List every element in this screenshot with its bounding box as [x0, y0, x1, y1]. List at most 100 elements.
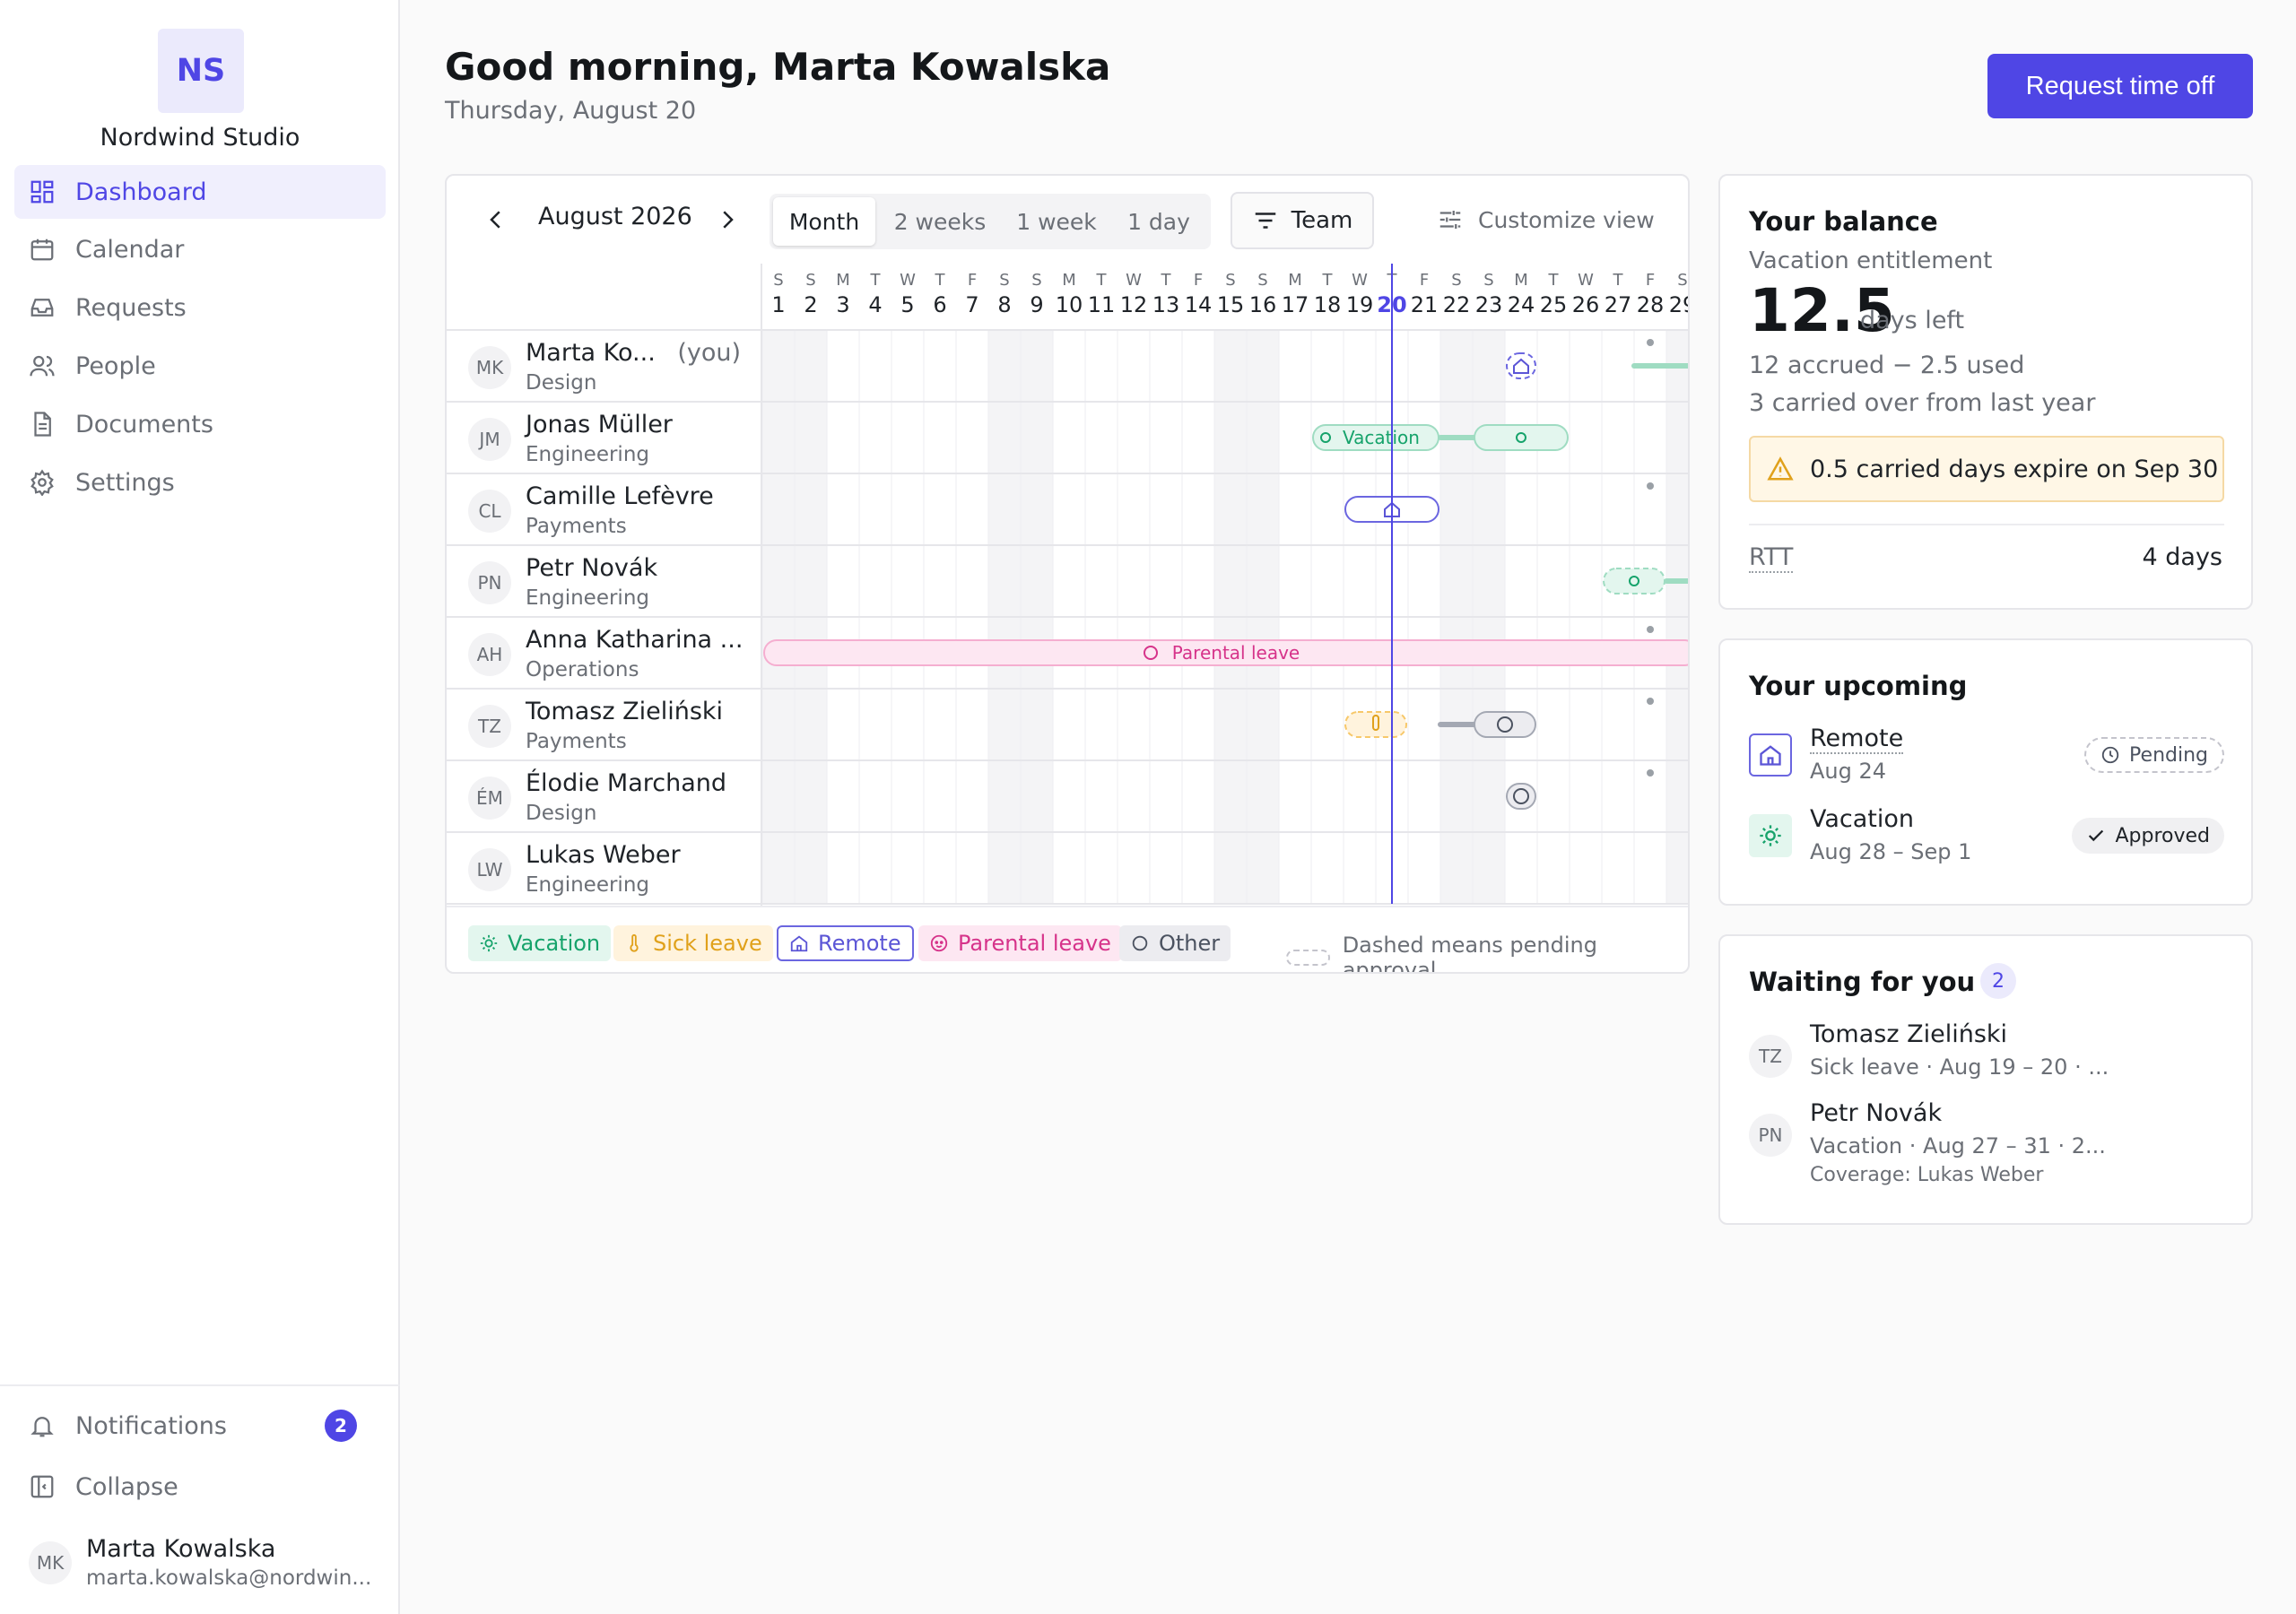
sidebar-item-documents[interactable]: Documents — [14, 397, 386, 451]
balance-card: Your balance Vacation entitlement 12.5 d… — [1718, 174, 2253, 610]
avatar: MK — [29, 1540, 72, 1584]
customize-view-label: Customize view — [1478, 206, 1655, 233]
day-number: 28 — [1637, 292, 1665, 317]
approval-item[interactable]: TZ Tomasz Zieliński Sick leave · Aug 19 … — [1749, 1020, 2224, 1092]
user-profile[interactable]: MK Marta Kowalska marta.kowalska@nordwin… — [29, 1535, 371, 1590]
day-number: 29 — [1669, 292, 1690, 317]
person-team: Design — [526, 371, 597, 395]
indicator-dot — [1647, 698, 1654, 705]
chevron-right-icon[interactable] — [714, 206, 741, 233]
person-name: Anna Katharina ... — [526, 626, 744, 654]
sidebar-item-label: Dashboard — [75, 178, 207, 206]
weekday-label: M — [836, 271, 850, 290]
team-filter-label: Team — [1291, 207, 1353, 234]
view-switcher: Month 2 weeks 1 week 1 day — [770, 194, 1211, 249]
avatar: TZ — [468, 705, 511, 748]
approval-item[interactable]: PN Petr Novák Vacation · Aug 27 – 31 · 2… — [1749, 1099, 2224, 1198]
bell-icon — [30, 1417, 54, 1437]
view-1-day[interactable]: 1 day — [1127, 208, 1190, 235]
thermometer-icon — [1372, 715, 1379, 731]
person-row[interactable]: ÉM Élodie Marchand Design — [447, 760, 762, 832]
person-row[interactable]: LW Lukas Weber Engineering — [447, 832, 762, 904]
request-time-off-button[interactable]: Request time off — [1987, 54, 2253, 118]
people-icon — [30, 355, 55, 377]
weekday-label: T — [1096, 271, 1108, 290]
team-filter-button[interactable]: Team — [1231, 192, 1374, 249]
approval-detail: Vacation · Aug 27 – 31 · 2... — [1810, 1133, 2106, 1158]
page-title: Good morning, Marta Kowalska — [445, 45, 1111, 89]
circle-icon — [1513, 788, 1529, 804]
approval-coverage: Coverage: Lukas Weber — [1810, 1164, 2044, 1186]
event-bar-other — [1506, 783, 1536, 810]
balance-carried: 3 carried over from last year — [1749, 389, 2096, 417]
event-label: Vacation — [1343, 427, 1420, 448]
status-text: Pending — [2129, 743, 2208, 767]
sidebar-item-requests[interactable]: Requests — [14, 281, 386, 334]
avatar: LW — [468, 848, 511, 891]
day-number: 15 — [1217, 292, 1245, 317]
person-row[interactable]: AH Anna Katharina ... Operations — [447, 617, 762, 689]
you-label: (you) — [677, 339, 741, 367]
home-icon — [1384, 501, 1400, 517]
sidebar-item-settings[interactable]: Settings — [14, 456, 386, 509]
sidebar-item-label: Requests — [75, 293, 187, 322]
day-number: 3 — [836, 292, 849, 317]
view-2-weeks[interactable]: 2 weeks — [893, 208, 987, 235]
month-label: August 2026 — [538, 203, 692, 230]
legend-sick-leave: Sick leave — [613, 925, 773, 961]
notifications-badge: 2 — [325, 1410, 357, 1442]
rtt-label[interactable]: RTT — [1749, 543, 1794, 573]
collapse-button[interactable]: Collapse — [14, 1460, 386, 1514]
person-team: Design — [526, 802, 597, 825]
legend-label: Parental leave — [958, 931, 1111, 956]
sidebar-item-people[interactable]: People — [14, 339, 386, 393]
notifications-label: Notifications — [75, 1411, 227, 1440]
day-number: 26 — [1572, 292, 1600, 317]
legend-label: Vacation — [508, 931, 601, 956]
day-number: 1 — [771, 292, 785, 317]
event-bar-other — [1474, 711, 1536, 738]
event-bar-vacation — [1603, 568, 1665, 594]
dashed-sample — [1286, 950, 1330, 966]
warning-text: 0.5 carried days expire on Sep 30 — [1810, 455, 2219, 483]
avatar: AH — [468, 633, 511, 676]
person-row[interactable]: CL Camille Lefèvre Payments — [447, 473, 762, 545]
chevron-left-icon[interactable] — [483, 206, 509, 233]
approval-detail: Sick leave · Aug 19 – 20 · ... — [1810, 1054, 2109, 1080]
weekday-label: S — [1451, 271, 1461, 290]
upcoming-date: Aug 24 — [1810, 759, 1887, 784]
upcoming-item[interactable]: Remote Aug 24 Pending — [1749, 725, 2224, 796]
weekday-label: F — [1194, 271, 1203, 290]
day-number: 18 — [1314, 292, 1342, 317]
person-row[interactable]: JM Jonas Müller Engineering — [447, 402, 762, 473]
sidebar-item-label: People — [75, 351, 156, 380]
sidebar-item-calendar[interactable]: Calendar — [14, 222, 386, 276]
legend-other: Other — [1119, 925, 1231, 961]
filter-icon — [1255, 213, 1275, 229]
weekday-label: S — [1225, 271, 1235, 290]
view-1-week[interactable]: 1 week — [1016, 208, 1097, 235]
vacation-icon-box — [1749, 814, 1792, 857]
notifications-button[interactable]: Notifications 2 — [14, 1399, 386, 1453]
user-email: marta.kowalska@nordwin... — [86, 1566, 372, 1590]
balance-subtitle: Vacation entitlement — [1749, 247, 1993, 274]
weekday-label: F — [968, 271, 977, 290]
avatar: JM — [468, 418, 511, 461]
person-team: Engineering — [526, 873, 649, 897]
person-row[interactable]: PN Petr Novák Engineering — [447, 545, 762, 617]
person-row[interactable]: TZ Tomasz Zieliński Payments — [447, 689, 762, 760]
event-bar-vacation — [1474, 424, 1569, 451]
upcoming-title: Your upcoming — [1749, 671, 1968, 701]
pending-note: Dashed means pending approval — [1342, 933, 1597, 974]
weekday-label: M — [1288, 271, 1302, 290]
view-month[interactable]: Month — [773, 197, 875, 246]
sidebar-item-dashboard[interactable]: Dashboard — [14, 165, 386, 219]
calendar-toolbar: August 2026 Month 2 weeks 1 week 1 day T… — [447, 176, 1688, 265]
circle-icon — [1497, 716, 1513, 733]
status-badge: Pending — [2084, 737, 2224, 773]
pending-legend: Dashed means pending approval — [1286, 933, 1688, 974]
customize-view-button[interactable]: Customize view — [1437, 206, 1655, 233]
upcoming-item[interactable]: Vacation Aug 28 – Sep 1 Approved — [1749, 805, 2224, 877]
person-row[interactable]: MK Marta Ko... Design (you) — [447, 330, 762, 402]
weekday-label: S — [805, 271, 815, 290]
